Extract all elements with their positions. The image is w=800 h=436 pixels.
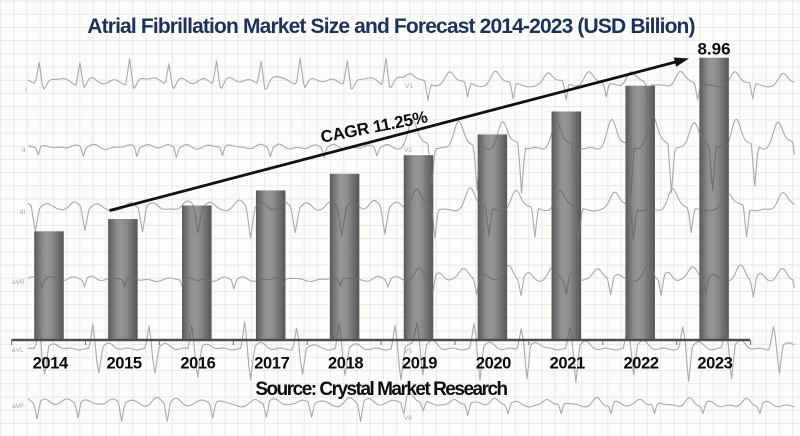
svg-text:Atrial Fibrillation Market Siz: Atrial Fibrillation Market Size and Fore… <box>87 15 694 38</box>
svg-text:8.96: 8.96 <box>697 40 730 59</box>
svg-text:V1: V1 <box>405 83 413 90</box>
svg-text:II: II <box>22 147 26 154</box>
svg-text:2018: 2018 <box>328 355 363 373</box>
svg-text:2014: 2014 <box>33 355 69 373</box>
svg-text:V2: V2 <box>404 147 412 154</box>
svg-text:III: III <box>20 209 26 216</box>
svg-text:2022: 2022 <box>624 355 659 373</box>
svg-text:aVL: aVL <box>12 347 24 354</box>
svg-text:2019: 2019 <box>402 355 437 373</box>
svg-text:I: I <box>25 87 27 94</box>
svg-text:2021: 2021 <box>550 355 585 373</box>
svg-text:V6: V6 <box>404 415 412 422</box>
svg-text:2015: 2015 <box>107 355 142 373</box>
svg-text:2023: 2023 <box>697 355 732 373</box>
svg-text:aVR: aVR <box>12 279 25 286</box>
svg-text:2020: 2020 <box>476 355 511 373</box>
svg-text:Source: Crystal Market Researc: Source: Crystal Market Research <box>255 379 507 400</box>
svg-text:V5: V5 <box>404 348 412 355</box>
svg-text:aVF: aVF <box>12 403 24 410</box>
svg-text:2017: 2017 <box>254 355 289 373</box>
svg-text:2016: 2016 <box>180 355 215 373</box>
